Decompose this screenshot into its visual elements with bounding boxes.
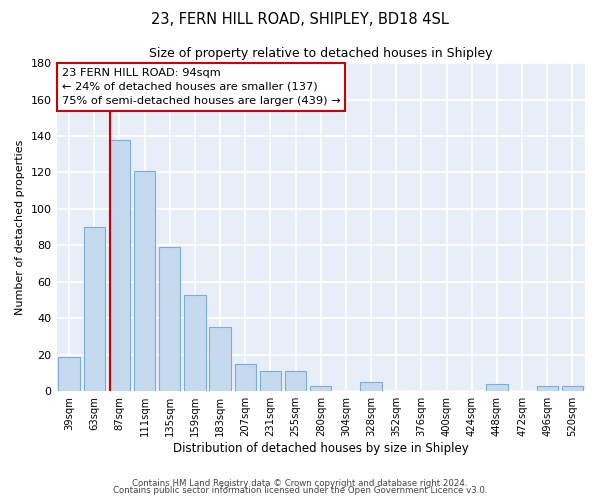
Bar <box>310 386 331 391</box>
Bar <box>109 140 130 391</box>
Bar <box>260 371 281 391</box>
Bar <box>562 386 583 391</box>
Bar <box>536 386 558 391</box>
Bar <box>486 384 508 391</box>
Text: Contains public sector information licensed under the Open Government Licence v3: Contains public sector information licen… <box>113 486 487 495</box>
Bar <box>134 170 155 391</box>
Bar <box>184 294 206 391</box>
Bar <box>235 364 256 391</box>
Text: 23, FERN HILL ROAD, SHIPLEY, BD18 4SL: 23, FERN HILL ROAD, SHIPLEY, BD18 4SL <box>151 12 449 28</box>
Bar <box>159 247 181 391</box>
Bar <box>58 356 80 391</box>
Text: Contains HM Land Registry data © Crown copyright and database right 2024.: Contains HM Land Registry data © Crown c… <box>132 478 468 488</box>
Title: Size of property relative to detached houses in Shipley: Size of property relative to detached ho… <box>149 48 493 60</box>
X-axis label: Distribution of detached houses by size in Shipley: Distribution of detached houses by size … <box>173 442 469 455</box>
Bar <box>361 382 382 391</box>
Bar <box>285 371 307 391</box>
Y-axis label: Number of detached properties: Number of detached properties <box>15 140 25 315</box>
Text: 23 FERN HILL ROAD: 94sqm
← 24% of detached houses are smaller (137)
75% of semi-: 23 FERN HILL ROAD: 94sqm ← 24% of detach… <box>62 68 340 106</box>
Bar <box>209 328 231 391</box>
Bar <box>83 227 105 391</box>
